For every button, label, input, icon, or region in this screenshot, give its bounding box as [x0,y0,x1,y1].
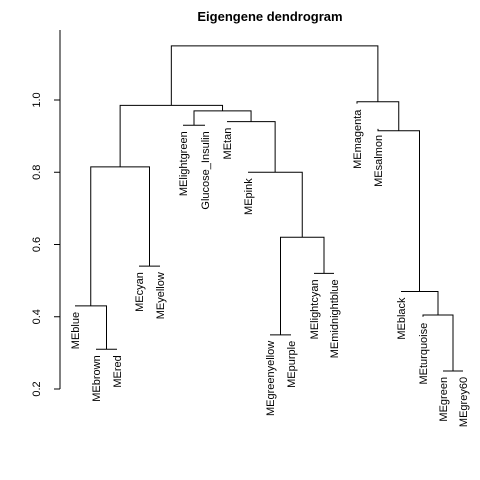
y-tick-label: 0.6 [31,237,43,252]
leaf-label: MEtan [222,128,234,160]
leaf-label: MEpink [243,178,255,215]
leaf-label: MEblack [396,297,408,340]
leaf-labels: MEblue MEbrown MEred MEcyan MEyellow MElightg… [70,109,470,427]
leaf-label: MElightcyan [309,279,321,339]
leaf-label: MEturquoise [418,323,430,385]
dendrogram-branches [75,45,463,372]
leaf-label: MEgreen [438,377,450,422]
y-tick-label: 0.8 [31,165,43,180]
dendrogram-branch [401,290,439,315]
leaf-label: MEbrown [91,355,103,401]
leaf-label: Glucose_Insulin [200,131,212,209]
leaf-label: MEmagenta [352,109,364,169]
leaf-label: MEred [112,355,124,387]
y-tick-label: 0.2 [31,381,43,396]
dendrogram-branch [227,121,276,173]
dendrogram-branch [75,305,107,350]
dendrogram-branch [170,45,379,106]
y-tick-label: 1.0 [31,92,43,107]
leaf-label: MEsalmon [373,135,385,187]
leaf-label: MEpurple [286,341,298,388]
y-tick-label: 0.4 [31,309,43,324]
dendrogram-branch [193,110,252,126]
dendrogram-branch [422,314,454,371]
leaf-label: MEyellow [155,272,167,319]
dendrogram-branch [119,104,224,167]
leaf-label: MEblue [70,312,82,349]
y-axis-ticks: 0.2 0.4 0.6 0.8 1.0 [31,92,60,397]
leaf-label: MElightgreen [178,131,190,196]
dendrogram-branch [248,171,303,238]
leaf-label: MEgreenyellow [265,341,277,416]
leaf-label: MEgrey60 [458,377,470,427]
leaf-label: MEcyan [134,272,146,312]
chart-title: Eigengene dendrogram [197,9,342,24]
leaf-label: MEmidnightblue [329,279,341,358]
